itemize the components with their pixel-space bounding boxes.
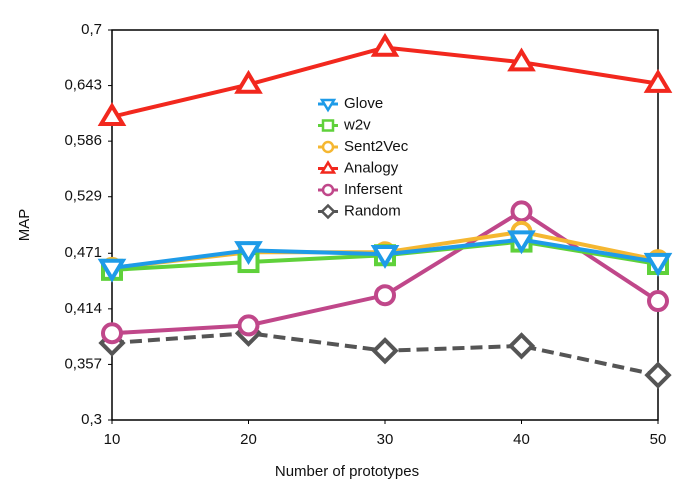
x-tick-label: 40	[513, 431, 530, 448]
legend-marker	[321, 183, 335, 197]
legend-marker	[319, 160, 337, 174]
x-tick-label: 10	[104, 431, 121, 448]
data-point	[507, 47, 536, 72]
legend-marker	[320, 203, 336, 220]
x-tick-label: 20	[240, 431, 257, 448]
legend-label: Analogy	[344, 159, 399, 176]
data-point	[237, 314, 260, 337]
data-point	[507, 332, 536, 360]
data-point	[371, 337, 399, 365]
legend-marker	[319, 98, 337, 113]
data-point	[647, 290, 669, 313]
data-point	[370, 245, 400, 269]
legend-label: Glove	[344, 95, 383, 112]
data-point	[97, 102, 127, 126]
x-tick-label: 30	[377, 431, 394, 448]
y-tick-label: 0,586	[64, 132, 102, 149]
data-point	[234, 241, 263, 266]
data-point	[97, 258, 127, 283]
data-point	[507, 230, 536, 255]
y-tick-label: 0,643	[64, 77, 102, 94]
y-tick-label: 0,357	[64, 355, 102, 372]
legend-marker	[321, 140, 335, 154]
data-point	[644, 361, 672, 389]
data-point	[234, 69, 263, 94]
x-tick-label: 50	[650, 431, 667, 448]
legend-label: Random	[344, 202, 401, 219]
legend-label: w2v	[343, 116, 371, 133]
legend-label: Sent2Vec	[344, 138, 409, 155]
legend-label: Infersent	[344, 181, 403, 198]
data-point	[101, 322, 123, 345]
x-axis-label: Number of prototypes	[275, 463, 419, 480]
data-point	[510, 200, 533, 223]
data-point	[374, 284, 396, 307]
y-tick-label: 0,529	[64, 188, 102, 205]
series-line	[111, 208, 660, 336]
series-line	[111, 45, 659, 119]
data-point	[370, 32, 400, 57]
data-point	[643, 252, 673, 277]
y-axis-label: MAP	[16, 209, 33, 242]
y-tick-label: 0,414	[64, 300, 102, 317]
legend-marker	[321, 119, 335, 132]
y-tick-label: 0,3	[81, 411, 102, 428]
y-tick-label: 0,471	[64, 244, 102, 261]
data-point	[643, 68, 673, 93]
y-tick-label: 0,7	[81, 21, 102, 38]
